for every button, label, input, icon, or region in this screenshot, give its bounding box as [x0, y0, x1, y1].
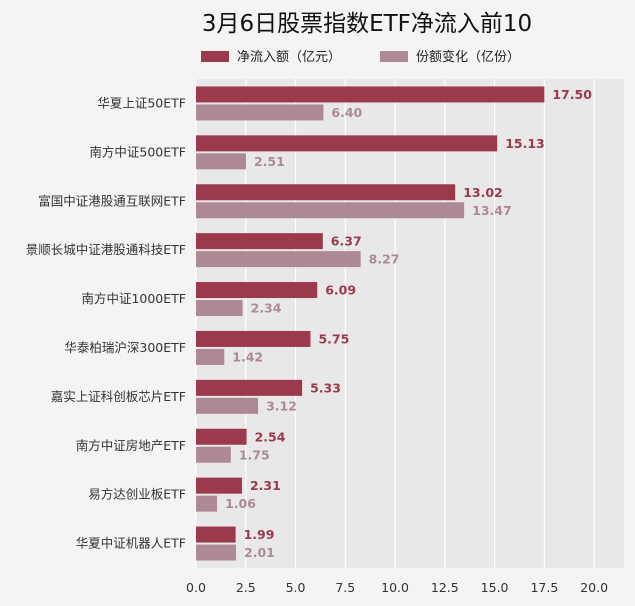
bar-share-change [196, 446, 231, 463]
data-label-share-change: 6.40 [331, 105, 362, 120]
data-label-net-inflow: 1.99 [244, 527, 275, 542]
bar-share-change [196, 251, 361, 268]
bar-share-change [196, 348, 225, 365]
x-tick-label: 10.0 [381, 580, 409, 595]
bar-net-inflow [196, 233, 323, 250]
x-tick-label: 0.0 [186, 580, 206, 595]
plot-area [196, 79, 624, 568]
data-label-share-change: 1.75 [239, 447, 270, 462]
chart-title: 3月6日股票指数ETF净流入前10 [202, 11, 532, 37]
bar-share-change [196, 104, 324, 121]
category-labels: 华夏上证50ETF 南方中证500ETF 富国中证港股通互联网ETF 景顺长城中证港股… [26, 95, 186, 550]
data-label-net-inflow: 2.31 [250, 478, 281, 493]
legend-swatch-share-change [380, 51, 408, 62]
bar-net-inflow [196, 184, 456, 201]
data-label-net-inflow: 6.37 [331, 234, 362, 249]
data-label-share-change: 13.47 [472, 203, 512, 218]
bar-share-change [196, 544, 237, 561]
x-tick-label: 2.5 [236, 580, 256, 595]
legend: 净流入额（亿元） 份额变化（亿份） [201, 49, 520, 65]
category-label: 南方中证500ETF [89, 144, 186, 159]
x-tick-label: 7.5 [335, 580, 355, 595]
data-label-net-inflow: 17.50 [552, 87, 592, 102]
bar-net-inflow [196, 477, 242, 494]
bar-net-inflow [196, 526, 236, 543]
category-label: 华泰柏瑞沪深300ETF [64, 340, 186, 355]
data-labels: 17.50 6.40 15.13 2.51 13.02 13.47 6.37 8.27 6.09… [225, 87, 592, 560]
x-tick-label: 20.0 [580, 580, 608, 595]
category-label: 华夏上证50ETF [97, 95, 186, 110]
bar-share-change [196, 495, 218, 512]
bar-share-change [196, 153, 246, 170]
bar-net-inflow [196, 86, 545, 103]
category-label: 华夏中证机器人ETF [76, 536, 186, 551]
data-label-net-inflow: 15.13 [505, 136, 545, 151]
bar-net-inflow [196, 282, 318, 299]
category-label: 南方中证房地产ETF [76, 438, 186, 453]
category-label: 易方达创业板ETF [88, 487, 186, 502]
category-label: 南方中证1000ETF [81, 291, 186, 306]
category-label: 富国中证港股通互联网ETF [38, 193, 186, 208]
data-label-share-change: 2.51 [254, 154, 285, 169]
data-label-net-inflow: 5.33 [310, 380, 341, 395]
bar-share-change [196, 300, 243, 317]
x-tick-label: 5.0 [286, 580, 306, 595]
bar-share-change [196, 397, 259, 414]
x-tick-label: 15.0 [481, 580, 509, 595]
x-tick-label: 12.5 [431, 580, 459, 595]
legend-label-share-change: 份额变化（亿份） [416, 49, 520, 65]
bar-net-inflow [196, 135, 498, 152]
data-label-net-inflow: 13.02 [463, 185, 503, 200]
legend-label-net-inflow: 净流入额（亿元） [237, 50, 341, 65]
data-label-net-inflow: 6.09 [325, 283, 356, 298]
x-tick-label: 17.5 [530, 580, 558, 595]
data-label-share-change: 8.27 [369, 252, 400, 267]
category-label: 景顺长城中证港股通科技ETF [26, 242, 186, 257]
data-label-share-change: 2.01 [244, 545, 275, 560]
category-label: 嘉实上证科创板芯片ETF [51, 389, 186, 404]
data-label-net-inflow: 2.54 [255, 429, 286, 444]
bars [196, 86, 545, 561]
x-axis-ticks: 0.0 2.5 5.0 7.5 10.0 12.5 15.0 17.5 20.0 [186, 580, 608, 595]
bar-share-change [196, 202, 465, 219]
data-label-net-inflow: 5.75 [318, 331, 349, 346]
bar-net-inflow [196, 428, 247, 445]
bar-net-inflow [196, 330, 311, 347]
data-label-share-change: 1.42 [232, 349, 263, 364]
data-label-share-change: 1.06 [225, 496, 256, 511]
data-label-share-change: 3.12 [266, 398, 297, 413]
data-label-share-change: 2.34 [251, 301, 282, 316]
legend-swatch-net-inflow [201, 51, 229, 62]
bar-net-inflow [196, 379, 303, 396]
